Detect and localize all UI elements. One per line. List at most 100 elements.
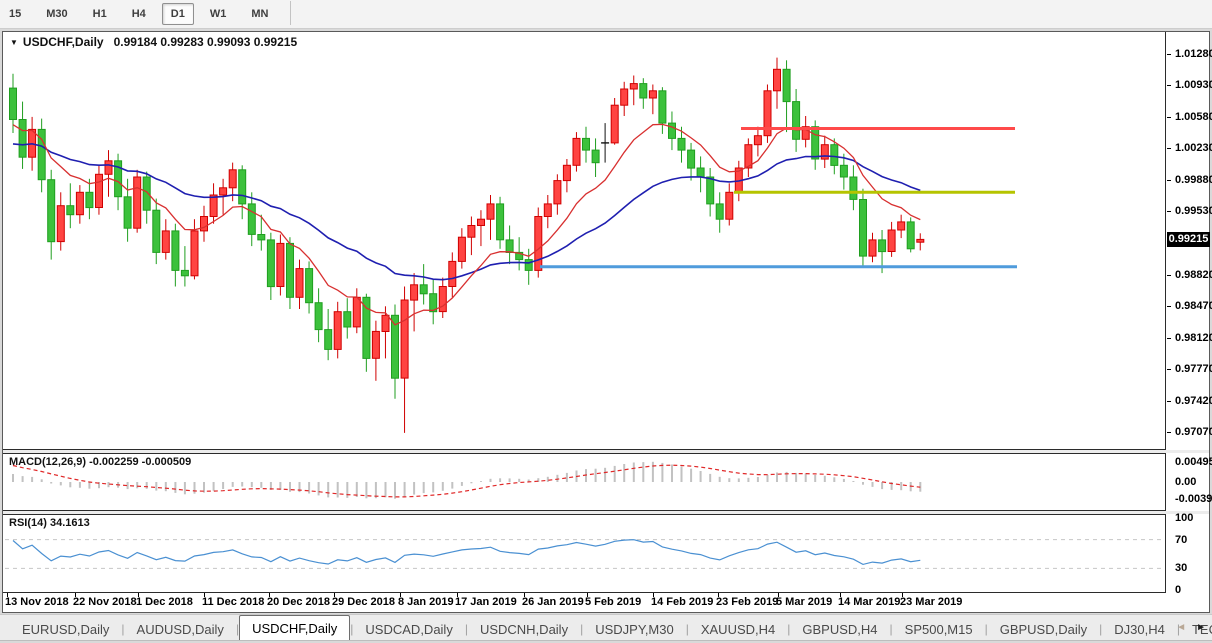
- date-tick-label: 14 Mar 2019: [838, 596, 901, 608]
- timeframe-button-w1[interactable]: W1: [209, 8, 227, 20]
- candle: [668, 111, 676, 151]
- date-tick-mark: [400, 593, 401, 597]
- chart-tab-gbpusd-daily[interactable]: GBPUSD,Daily: [999, 622, 1088, 637]
- candle: [562, 159, 571, 193]
- candle: [391, 304, 399, 399]
- chart-tab-audusd-daily[interactable]: AUDUSD,Daily: [136, 622, 224, 637]
- candle: [773, 57, 781, 109]
- chart-tab-gbpusd-h4[interactable]: GBPUSD,H4: [802, 622, 878, 637]
- candle: [677, 126, 686, 163]
- date-tick-mark: [457, 593, 458, 597]
- timeframe-button-m30[interactable]: M30: [46, 8, 68, 20]
- date-tick-mark: [524, 593, 525, 597]
- symbol-label: USDCHF,Daily: [22, 35, 104, 49]
- candle: [190, 219, 199, 280]
- date-tick-label: 22 Nov 2018: [73, 596, 137, 608]
- price-tick-mark: [1167, 148, 1171, 149]
- price-tick-mark: [1167, 180, 1171, 181]
- panel-splitter[interactable]: [3, 511, 1209, 514]
- candle: [352, 288, 361, 334]
- price-tick-mark: [1167, 401, 1171, 402]
- chart-tab-eurusd-daily[interactable]: EURUSD,Daily: [22, 622, 110, 637]
- date-tick-mark: [653, 593, 654, 597]
- chart-title: ▼ USDCHF,Daily 0.99184 0.99283 0.99093 0.9…: [10, 35, 297, 49]
- candlestick-chart[interactable]: [3, 32, 1166, 449]
- date-tick-label: 29 Dec 2018: [332, 596, 395, 608]
- date-tick-mark: [587, 593, 588, 597]
- candle: [286, 237, 294, 309]
- price-chart-panel[interactable]: ▼ USDCHF,Daily 0.99184 0.99283 0.99093 0.9…: [3, 32, 1166, 450]
- price-tick-label: 1.00580: [1175, 111, 1212, 123]
- timeframe-button-h1[interactable]: H1: [92, 8, 107, 20]
- tab-separator: |: [464, 622, 468, 636]
- candle: [410, 273, 419, 332]
- candle: [648, 84, 657, 115]
- candle: [66, 183, 75, 229]
- timeframe-button-h4[interactable]: H4: [131, 8, 146, 20]
- candle: [200, 205, 208, 242]
- rsi-chart[interactable]: [3, 515, 1166, 592]
- price-tick-label: 1.00930: [1175, 79, 1212, 91]
- date-tick-label: 23 Feb 2019: [716, 596, 779, 608]
- candle: [238, 165, 247, 220]
- chart-tab-usdcnh-daily[interactable]: USDCNH,Daily: [479, 622, 569, 637]
- chart-tab-usdjpy-m30[interactable]: USDJPY,M30: [595, 622, 674, 637]
- price-tick-mark: [1167, 275, 1171, 276]
- candle: [897, 214, 906, 239]
- candle: [305, 261, 314, 314]
- price-tick-mark: [1167, 117, 1171, 118]
- panel-splitter[interactable]: [3, 450, 1209, 453]
- candle: [715, 192, 724, 233]
- tab-scroll-right-icon[interactable]: ►: [1196, 622, 1206, 633]
- candle: [467, 216, 476, 256]
- candle: [209, 183, 218, 224]
- tab-separator: |: [350, 622, 354, 636]
- macd-chart[interactable]: [3, 454, 1166, 510]
- macd-panel[interactable]: MACD(12,26,9) -0.002259 -0.000509: [3, 453, 1166, 511]
- chart-tab-usdchf-daily[interactable]: USDCHF,Daily: [239, 615, 351, 640]
- timeframe-button-15[interactable]: 15: [9, 8, 22, 20]
- date-axis[interactable]: 13 Nov 2018 22 Nov 2018 1 Dec 2018 11 Dec 2…: [3, 593, 1209, 612]
- candle: [314, 288, 323, 343]
- candle: [782, 60, 791, 133]
- candle: [448, 252, 457, 298]
- ohlc-values: 0.99184 0.99283 0.99093 0.99215: [113, 35, 298, 49]
- candle: [658, 87, 667, 134]
- tab-scroll-arrows: ◄ ►: [1176, 622, 1206, 633]
- candle: [9, 73, 17, 133]
- chart-tab-dj30-h4[interactable]: DJ30,H4: [1114, 622, 1165, 637]
- candle: [343, 298, 352, 339]
- candle: [104, 150, 113, 197]
- macd-signal-line: [12, 464, 921, 498]
- chart-tab-sp500-m15[interactable]: SP500,M15: [904, 622, 973, 637]
- chart-tab-usdcad-daily[interactable]: USDCAD,Daily: [365, 622, 453, 637]
- candle: [161, 219, 170, 260]
- chevron-down-icon: ▼: [10, 38, 18, 47]
- candle: [362, 293, 371, 372]
- candle: [572, 132, 581, 172]
- current-price-marker: 0.99215: [1167, 232, 1210, 247]
- rsi-panel[interactable]: RSI(14) 34.1613: [3, 514, 1166, 593]
- candle: [333, 301, 342, 359]
- timeframe-button-d1[interactable]: D1: [161, 3, 194, 25]
- chart-tab-bar: EURUSD,Daily | AUDUSD,Daily | USDCHF,Daily | U…: [0, 614, 1212, 641]
- macd-label: MACD(12,26,9) -0.002259 -0.000509: [9, 456, 192, 468]
- tab-scroll-left-icon[interactable]: ◄: [1176, 622, 1187, 633]
- candle: [524, 248, 533, 285]
- candle: [75, 185, 84, 224]
- date-tick-label: 5 Feb 2019: [585, 596, 642, 608]
- timeframe-button-mn[interactable]: MN: [251, 8, 269, 20]
- tab-separator: |: [1176, 622, 1180, 636]
- chart-window: ▼ USDCHF,Daily 0.99184 0.99283 0.99093 0.9…: [2, 31, 1212, 613]
- candle: [371, 320, 380, 381]
- date-tick-label: 11 Dec 2018: [202, 596, 265, 608]
- candle: [839, 153, 848, 190]
- price-tick-mark: [1167, 54, 1171, 55]
- date-tick-label: 8 Jan 2019: [398, 596, 454, 608]
- price-tick-label: 0.97770: [1175, 363, 1212, 375]
- chart-tab-xauusd-h4[interactable]: XAUUSD,H4: [700, 622, 776, 637]
- candle: [37, 118, 46, 193]
- chart-tab-tech100-h1[interactable]: TECH100,H1: [1191, 622, 1212, 637]
- rsi-line: [12, 539, 921, 566]
- date-tick-label: 26 Jan 2019: [522, 596, 584, 608]
